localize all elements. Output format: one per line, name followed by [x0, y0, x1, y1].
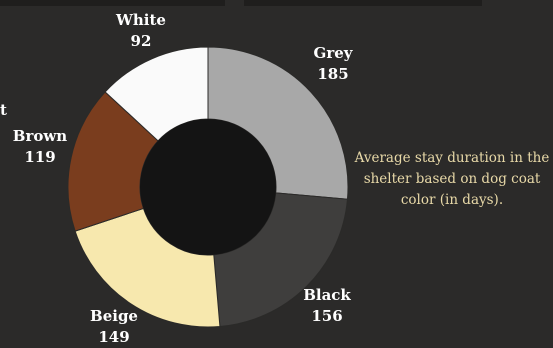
donut-slices — [67, 46, 349, 328]
label-brown-name: Brown — [12, 127, 68, 145]
label-white-name: White — [116, 11, 166, 29]
label-grey-name: Grey — [313, 44, 353, 62]
donut-hole — [140, 119, 276, 255]
label-black-name: Black — [303, 286, 351, 304]
label-brown: Brown 119 — [13, 126, 67, 168]
top-strip-right — [244, 0, 482, 6]
label-black: Black 156 — [303, 285, 351, 327]
label-beige-value: 149 — [98, 328, 130, 346]
chart-caption: Average stay duration in the shelter bas… — [354, 150, 550, 208]
edge-fragment-text: t — [0, 101, 7, 119]
top-strip-left — [0, 0, 225, 6]
label-white: White 92 — [116, 10, 166, 52]
label-white-value: 92 — [130, 32, 152, 50]
label-grey-value: 185 — [317, 65, 349, 83]
label-grey: Grey 185 — [314, 43, 353, 85]
label-brown-value: 119 — [24, 148, 56, 166]
label-black-value: 156 — [311, 307, 343, 325]
label-beige-name: Beige — [90, 307, 138, 325]
